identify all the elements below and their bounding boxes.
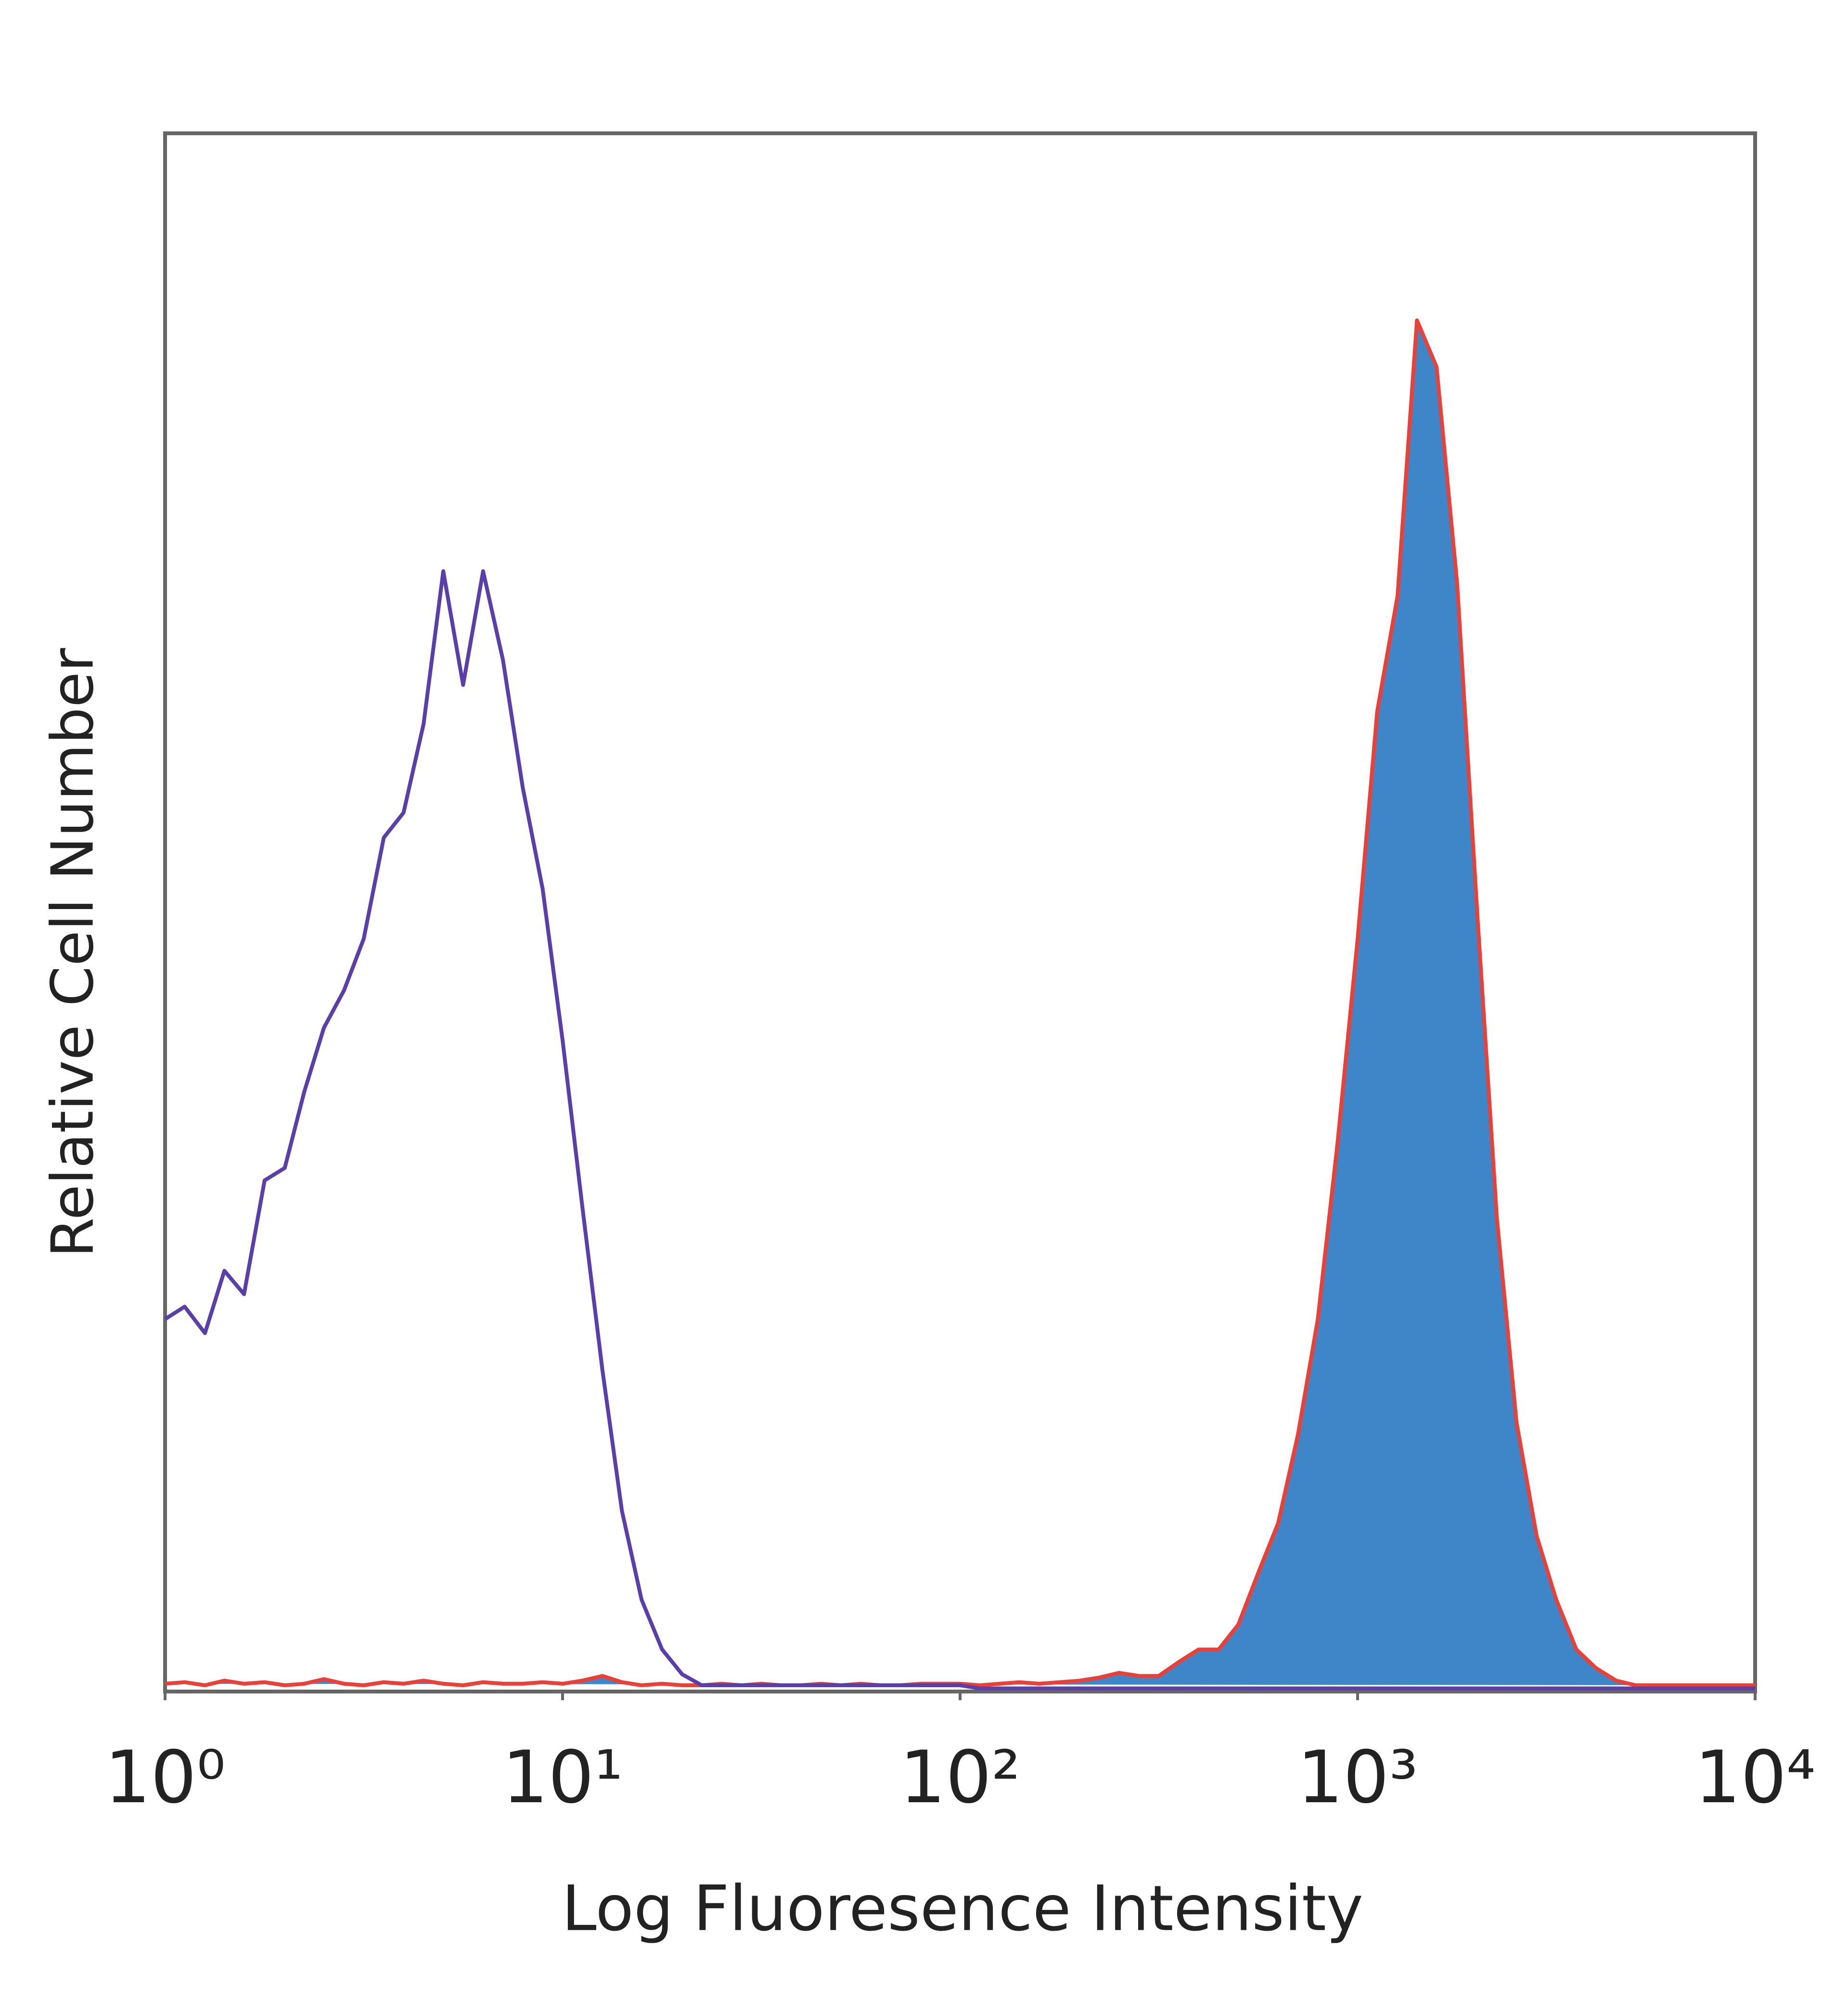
x-tick-label: 10²	[899, 1736, 1020, 1820]
histogram-area	[165, 318, 1755, 1687]
histogram-line	[164, 569, 1755, 1691]
x-tick-label: 10⁰	[104, 1736, 225, 1820]
y-axis-label: Relative Cell Number	[40, 648, 107, 1257]
x-tick-label: 10¹	[502, 1736, 623, 1820]
x-tick-label: 10⁴	[1694, 1736, 1815, 1820]
x-tick-label: 10³	[1297, 1736, 1418, 1820]
x-axis-label: Log Fluoresence Intensity	[562, 1872, 1363, 1945]
